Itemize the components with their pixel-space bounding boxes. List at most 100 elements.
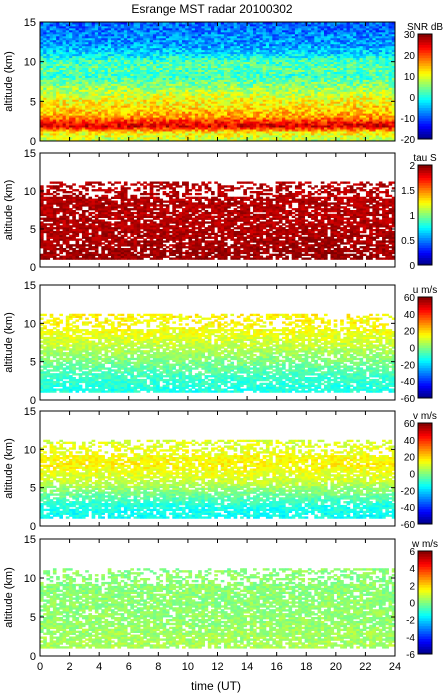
heatmap-cell [49, 27, 54, 31]
heatmap-cell [81, 43, 86, 47]
heatmap-cell [107, 111, 112, 114]
heatmap-cell [52, 105, 57, 108]
heatmap-cell [69, 53, 73, 57]
heatmap-cell [101, 25, 105, 29]
heatmap-cell [81, 119, 86, 122]
heatmap-cell [111, 81, 115, 84]
heatmap-cell [130, 35, 134, 39]
heatmap-cell [49, 109, 54, 112]
heatmap-cell [65, 125, 70, 128]
heatmap-cell [46, 27, 51, 31]
heatmap-cell [75, 53, 80, 57]
heatmap-cell [101, 22, 105, 25]
heatmap-cell [107, 105, 112, 108]
heatmap-cell [98, 139, 102, 142]
heatmap-cell [123, 101, 128, 104]
heatmap-cell [91, 53, 96, 57]
heatmap-cell [46, 101, 51, 104]
heatmap-cell [114, 63, 118, 67]
heatmap-cell [130, 133, 134, 136]
heatmap-cell [56, 23, 60, 27]
heatmap-cell [59, 29, 63, 33]
heatmap-cell [140, 71, 144, 74]
heatmap-cell [62, 111, 67, 114]
heatmap-cell [114, 37, 118, 41]
heatmap-cell [75, 45, 80, 49]
heatmap-cell [146, 85, 151, 88]
heatmap-cell [104, 115, 109, 118]
heatmap-cell [104, 135, 109, 138]
heatmap-cell [117, 22, 122, 25]
heatmap-cell [140, 135, 144, 138]
heatmap-cell [94, 22, 99, 25]
heatmap-cell [91, 111, 96, 114]
heatmap-cell [59, 117, 63, 120]
heatmap-cell [62, 49, 67, 53]
heatmap-cell [127, 59, 131, 63]
heatmap-cell [98, 45, 102, 49]
heatmap-cell [94, 49, 99, 53]
heatmap-cell [127, 81, 131, 84]
heatmap-cell [81, 33, 86, 37]
heatmap-cell [56, 119, 60, 122]
heatmap-cell [88, 31, 93, 35]
heatmap-cell [91, 37, 96, 41]
heatmap-cell [88, 83, 93, 86]
heatmap-cell [81, 107, 86, 110]
heatmap-cell [88, 103, 93, 106]
heatmap-cell [94, 97, 99, 100]
heatmap-cell [120, 35, 125, 39]
heatmap-cell [107, 55, 112, 59]
heatmap-cell [104, 71, 109, 74]
heatmap-cell [133, 43, 138, 47]
heatmap-cell [146, 87, 151, 90]
heatmap-cell [69, 33, 73, 37]
heatmap-cell [65, 99, 70, 102]
heatmap-cell [81, 113, 86, 116]
heatmap-cell [133, 91, 138, 94]
heatmap-cell [143, 51, 147, 55]
heatmap-cell [120, 53, 125, 57]
heatmap-cell [52, 119, 57, 122]
heatmap-cell [104, 119, 109, 122]
heatmap-cell [117, 67, 122, 70]
heatmap-cell [101, 109, 105, 112]
heatmap-cell [49, 105, 54, 108]
heatmap-cell [117, 107, 122, 110]
heatmap-cell [72, 123, 76, 126]
heatmap-cell [52, 33, 57, 37]
heatmap-cell [98, 103, 102, 106]
heatmap-cell [75, 75, 80, 78]
heatmap-cell [101, 45, 105, 49]
heatmap-cell [143, 41, 147, 45]
heatmap-cell [133, 117, 138, 120]
heatmap-cell [143, 63, 147, 67]
heatmap-cell [101, 95, 105, 98]
heatmap-cell [136, 79, 141, 82]
heatmap-cell [56, 39, 60, 43]
heatmap-cell [143, 49, 147, 53]
heatmap-cell [52, 53, 57, 57]
heatmap-cell [78, 95, 83, 98]
heatmap-cell [85, 117, 89, 120]
heatmap-cell [81, 93, 86, 96]
heatmap-cell [85, 25, 89, 29]
heatmap-cell [43, 81, 47, 84]
heatmap-cell [88, 65, 93, 69]
heatmap-cell [72, 109, 76, 112]
heatmap-cell [133, 123, 138, 126]
heatmap-cell [127, 53, 131, 57]
heatmap-cell [65, 113, 70, 116]
heatmap-cell [123, 31, 128, 35]
heatmap-cell [85, 113, 89, 116]
heatmap-cell [72, 61, 76, 65]
heatmap-cell [40, 139, 44, 142]
heatmap-cell [120, 101, 125, 104]
heatmap-cell [104, 31, 109, 35]
heatmap-cell [94, 63, 99, 67]
heatmap-cell [46, 105, 51, 108]
heatmap-cell [136, 83, 141, 86]
heatmap-cell [88, 105, 93, 108]
heatmap-cell [136, 71, 141, 74]
heatmap-cell [65, 71, 70, 74]
